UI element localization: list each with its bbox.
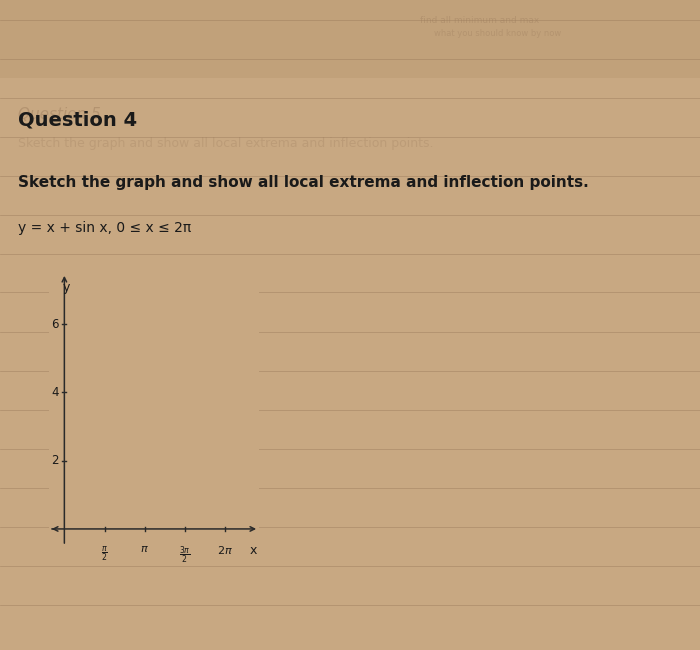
Text: $\pi$: $\pi$ bbox=[141, 544, 149, 554]
Text: 6: 6 bbox=[51, 318, 59, 331]
Text: y = x + sin x, 0 ≤ x ≤ 2π: y = x + sin x, 0 ≤ x ≤ 2π bbox=[18, 221, 190, 235]
Text: $2\pi$: $2\pi$ bbox=[217, 544, 233, 556]
Text: y: y bbox=[63, 281, 70, 294]
Text: $\frac{\pi}{2}$: $\frac{\pi}{2}$ bbox=[101, 544, 108, 563]
Text: find all minimum and max: find all minimum and max bbox=[420, 16, 539, 25]
Text: x: x bbox=[249, 544, 257, 557]
Text: Question 5: Question 5 bbox=[18, 107, 100, 122]
Text: 2: 2 bbox=[51, 454, 59, 467]
Text: Sketch the graph and show all local extrema and inflection points.: Sketch the graph and show all local extr… bbox=[18, 176, 588, 190]
Bar bbox=[0, 0, 700, 78]
Text: Question 4: Question 4 bbox=[18, 111, 136, 129]
Text: 4: 4 bbox=[51, 386, 59, 399]
Text: $\frac{3\pi}{2}$: $\frac{3\pi}{2}$ bbox=[179, 544, 191, 566]
Text: Sketch the graph and show all local extrema and inflection points.: Sketch the graph and show all local extr… bbox=[18, 136, 433, 150]
Text: what you should know by now: what you should know by now bbox=[434, 29, 561, 38]
